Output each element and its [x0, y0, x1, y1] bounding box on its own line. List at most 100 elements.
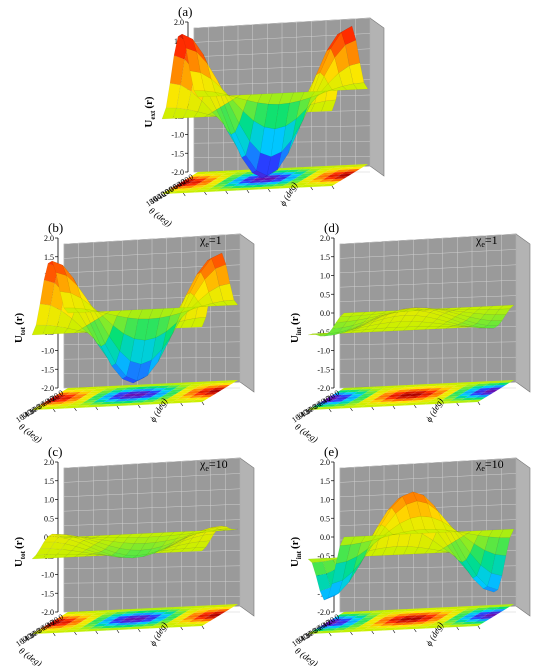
- floor-cell: [188, 619, 204, 623]
- floor-cell: [102, 387, 118, 391]
- chi-value: =1: [485, 233, 498, 247]
- floor-cell: [326, 401, 342, 405]
- floor-cell: [99, 625, 115, 629]
- phi-tick-mark: [392, 405, 396, 410]
- phi-tick-mark: [350, 407, 353, 412]
- floor-cell: [359, 617, 375, 621]
- z-label-r: (r): [13, 537, 25, 550]
- floor-cell: [402, 615, 417, 619]
- floor-cell: [77, 391, 92, 395]
- floor-cell: [432, 396, 448, 400]
- floor-cell: [414, 626, 429, 629]
- floor-cell: [66, 391, 82, 395]
- floor-cell: [467, 381, 483, 385]
- chi-label: χe=10: [199, 457, 228, 473]
- floor-cell: [257, 186, 273, 190]
- floor-cell: [491, 608, 506, 612]
- floor-cell: [154, 392, 169, 396]
- floor-cell: [409, 617, 424, 621]
- floor-cell: [292, 171, 307, 175]
- floor-cell: [119, 389, 135, 393]
- panel-label: (d): [324, 220, 339, 235]
- floor-cell: [409, 393, 424, 397]
- floor-cell: [184, 397, 200, 401]
- floor-cell: [410, 386, 425, 390]
- floor-cell: [466, 612, 481, 616]
- floor-cell: [442, 384, 457, 388]
- floor-cell: [285, 169, 301, 173]
- floor-cell: [350, 387, 366, 390]
- floor-cell: [183, 386, 199, 390]
- floor-cell: [278, 185, 294, 189]
- floor-cell: [167, 396, 183, 400]
- floor-cell: [127, 402, 143, 406]
- floor-cell: [191, 399, 206, 403]
- theta-tick-label: 60: [171, 180, 183, 192]
- floor-cell: [203, 177, 218, 181]
- floor-cell: [462, 390, 477, 394]
- surface-cell: [223, 528, 239, 531]
- floor-cell: [133, 393, 148, 397]
- floor-cell: [401, 622, 416, 626]
- floor-cell: [130, 388, 145, 392]
- floor-cell: [288, 173, 303, 177]
- floor-cell: [382, 627, 397, 631]
- floor-cell: [390, 622, 405, 626]
- floor-cell: [316, 402, 331, 406]
- floor-cell: [425, 607, 440, 611]
- floor-cell: [83, 393, 99, 397]
- floor-cell: [95, 628, 111, 631]
- floor-cell: [464, 619, 480, 623]
- floor-cell: [349, 166, 364, 170]
- z-axis-label: Uext(r): [143, 96, 157, 127]
- floor-cell: [342, 615, 358, 619]
- z-label-r: (r): [13, 313, 25, 326]
- floor-cell: [158, 389, 173, 393]
- floor-cell: [221, 172, 237, 176]
- floor-cell: [402, 391, 417, 395]
- theta-axis-label: θ (deg): [17, 646, 44, 666]
- floor-cell: [436, 394, 452, 398]
- floor-cell: [369, 623, 384, 627]
- floor-cell: [164, 615, 180, 619]
- floor-cell: [324, 169, 339, 173]
- floor-cell: [196, 390, 212, 394]
- floor-cell: [193, 189, 209, 193]
- floor-cell: [418, 623, 433, 627]
- phi-tick-mark: [138, 628, 141, 633]
- theta-tick-label: 60: [40, 621, 52, 633]
- floor-cell: [389, 387, 404, 391]
- floor-cell: [168, 389, 184, 393]
- panel-label: (e): [324, 444, 338, 459]
- floor-cell: [361, 628, 376, 632]
- floor-cell: [422, 397, 437, 401]
- floor-cell: [371, 628, 387, 631]
- floor-cell: [442, 608, 457, 612]
- floor-cell: [365, 402, 380, 406]
- theta-tick-label: 0: [187, 172, 195, 182]
- floor-cell: [146, 621, 161, 625]
- phi-tick-mark: [456, 402, 459, 407]
- phi-tick-mark: [329, 408, 332, 413]
- floor-cell: [463, 383, 479, 387]
- floor-cell: [54, 623, 70, 627]
- theta-tick-label: 60: [316, 397, 328, 409]
- z-tick-label: -1.0: [171, 131, 184, 140]
- floor-cell: [426, 618, 441, 622]
- floor-cell: [394, 620, 409, 624]
- floor-cell: [135, 621, 151, 625]
- floor-cell: [362, 621, 378, 625]
- floor-cell: [341, 398, 356, 402]
- floor-cell: [337, 625, 352, 629]
- floor-cell: [166, 188, 181, 192]
- floor-cell: [64, 611, 79, 615]
- floor-cell: [101, 618, 116, 622]
- floor-cell: [330, 399, 346, 403]
- floor-cell: [363, 390, 379, 394]
- floor-cell: [129, 395, 144, 399]
- floor-cell: [413, 390, 428, 394]
- floor-cell: [387, 618, 403, 622]
- z-tick-label: 0.0: [320, 533, 330, 542]
- floor-cell: [209, 179, 225, 183]
- theta-tick-label: 0: [57, 612, 65, 622]
